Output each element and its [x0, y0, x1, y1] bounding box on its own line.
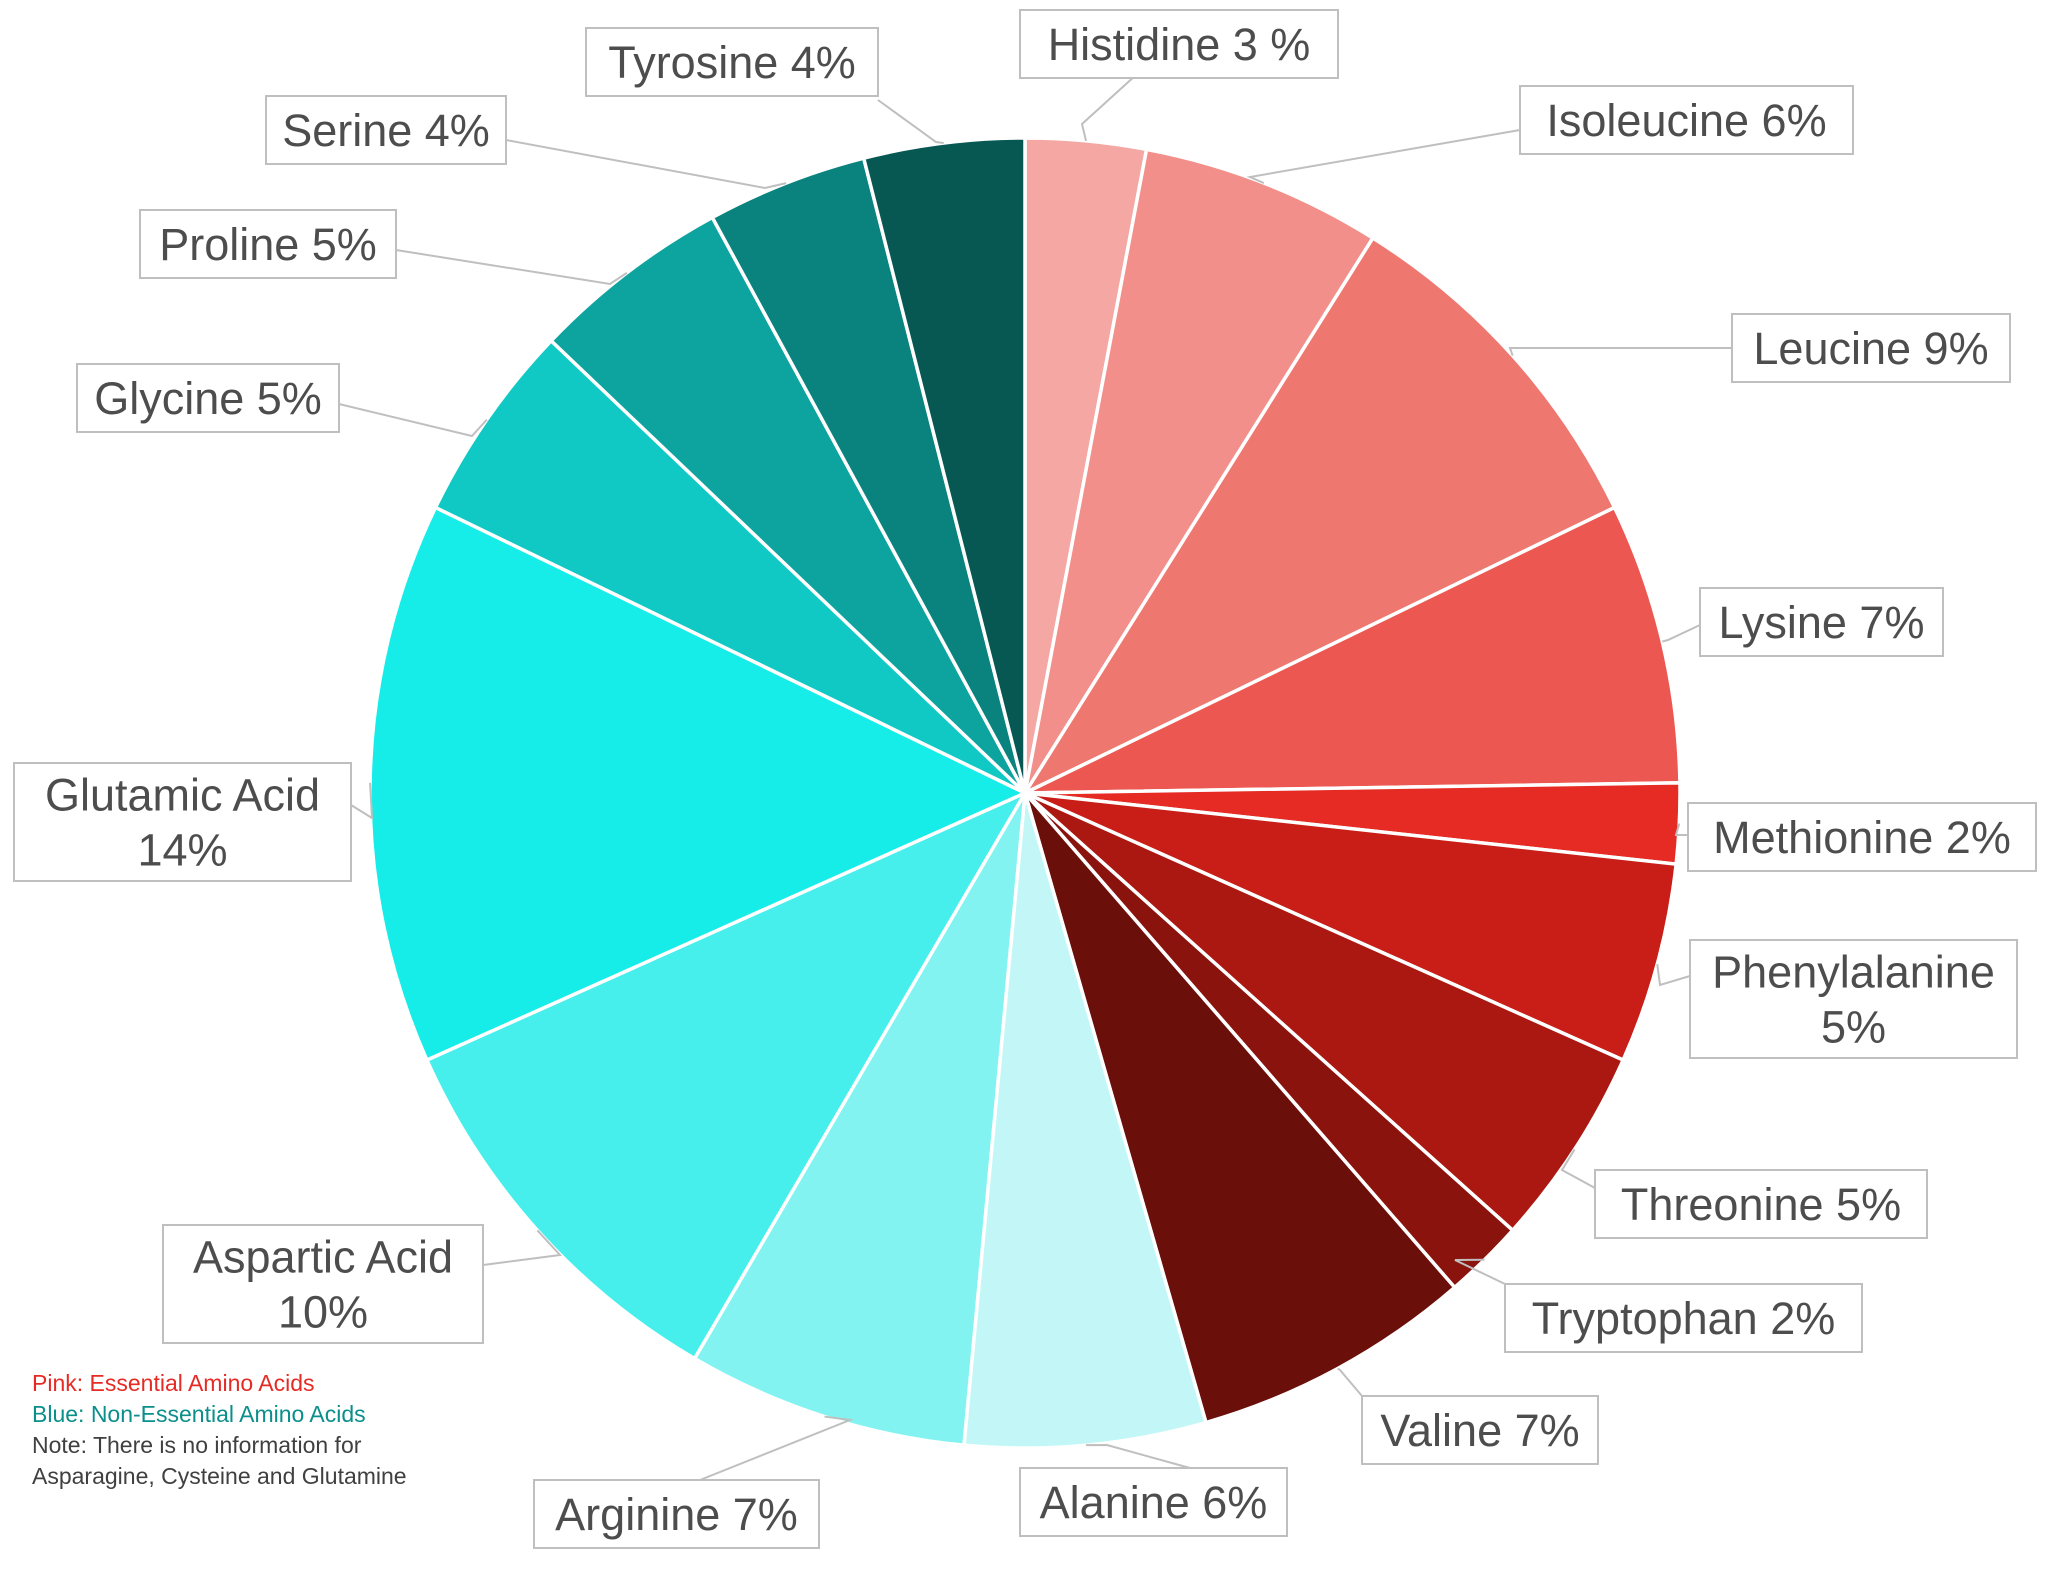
leader-line: [1674, 823, 1688, 836]
slice-label: Leucine 9%: [1753, 323, 1988, 374]
slice-label: Serine 4%: [282, 105, 490, 156]
slice-label: Arginine 7%: [555, 1489, 798, 1540]
leader-line: [338, 403, 488, 438]
leader-line: [395, 249, 628, 286]
pie-slice: [1023, 791, 1458, 1425]
leader-line: [1454, 1258, 1506, 1285]
pie-slices: [368, 136, 1682, 1450]
slice-label-box: [1519, 85, 1854, 155]
slice-label-box: [1361, 1395, 1599, 1465]
pie-slice: [424, 789, 1030, 1361]
leader-line: [1080, 74, 1137, 142]
slice-label-box: [1699, 587, 1944, 657]
slice-label-box: [1019, 1467, 1288, 1537]
leader-line: [1560, 1148, 1596, 1189]
slice-label-box: [139, 209, 397, 279]
slice-label: Proline 5%: [159, 219, 377, 270]
leader-line: [699, 1415, 854, 1481]
leader-line: [1246, 129, 1521, 185]
slice-label-box: [585, 27, 879, 97]
slice-label-box: [265, 95, 507, 165]
notes-panel: Pink: Essential Amino Acids Blue: Non-Es…: [32, 1368, 412, 1492]
leader-line: [350, 782, 374, 820]
note-missing-info: Note: There is no information for Aspara…: [32, 1432, 407, 1489]
slice-label: Isoleucine 6%: [1546, 95, 1826, 146]
slice-label: Valine 7%: [1380, 1405, 1579, 1456]
slice-label: Threonine 5%: [1621, 1179, 1901, 1230]
slice-label: Alanine 6%: [1040, 1477, 1268, 1528]
slice-label: Methionine 2%: [1713, 812, 2011, 863]
slice-label-box: [13, 762, 352, 882]
slice-label: Aspartic Acid 10%: [193, 1232, 453, 1338]
slice-label: Histidine 3 %: [1048, 19, 1311, 70]
slice-label-box: [1731, 313, 2011, 383]
leader-line: [482, 1229, 563, 1266]
pie-slice: [1023, 791, 1626, 1233]
slice-label: Glutamic Acid 14%: [45, 770, 320, 876]
slice-label-box: [162, 1224, 484, 1344]
slice-label-box: [1504, 1283, 1863, 1353]
leader-line: [1661, 624, 1701, 643]
pie-slice: [1024, 505, 1682, 795]
slice-label-box: [1689, 939, 2018, 1059]
slice-label: Lysine 7%: [1719, 597, 1925, 648]
slice-label-box: [1594, 1169, 1928, 1239]
leader-lines: [338, 74, 1732, 1481]
slice-label: Phenylalanine 5%: [1712, 947, 1995, 1053]
leader-line: [505, 139, 787, 190]
leader-line: [877, 99, 944, 145]
slice-label: Glycine 5%: [94, 373, 322, 424]
slice-label: Tyrosine 4%: [608, 37, 856, 88]
slice-label-box: [533, 1479, 820, 1549]
slice-label-box: [76, 363, 340, 433]
leader-line: [1508, 347, 1732, 357]
leader-line: [1656, 964, 1691, 987]
slice-label: Tryptophan 2%: [1532, 1293, 1836, 1344]
note-non-essential: Blue: Non-Essential Amino Acids: [32, 1401, 366, 1427]
slice-labels: Histidine 3 % Isoleucine 6% Leucine 9% Lysi…: [13, 9, 2037, 1549]
pie-slice: [1024, 791, 1679, 1063]
note-essential: Pink: Essential Amino Acids: [32, 1370, 315, 1396]
leader-line: [1337, 1367, 1363, 1397]
leader-line: [1086, 1443, 1191, 1469]
slice-label-box: [1019, 9, 1339, 79]
slice-label-box: [1687, 802, 2037, 872]
